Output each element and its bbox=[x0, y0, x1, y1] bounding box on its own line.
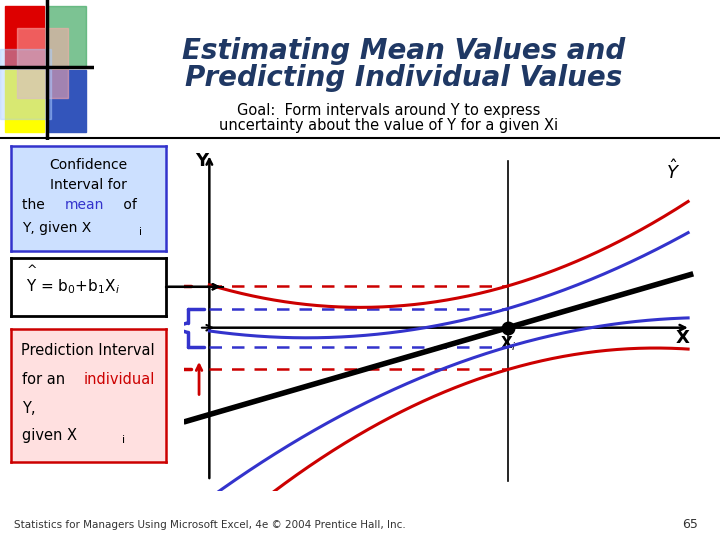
Bar bbox=[47, 5, 86, 68]
Bar bbox=[0, 49, 52, 119]
Text: individual: individual bbox=[84, 372, 155, 387]
Bar bbox=[5, 5, 44, 68]
Bar bbox=[5, 70, 44, 132]
Text: Confidence: Confidence bbox=[49, 158, 127, 172]
Text: Y,: Y, bbox=[22, 401, 35, 416]
Text: given X: given X bbox=[22, 428, 76, 443]
Text: 65: 65 bbox=[683, 518, 698, 531]
Text: $\hat{Y}$: $\hat{Y}$ bbox=[665, 159, 680, 183]
Text: Y = b$_0$+b$_1$X$_i$: Y = b$_0$+b$_1$X$_i$ bbox=[26, 278, 120, 296]
Text: uncertainty about the value of Y for a given Xi: uncertainty about the value of Y for a g… bbox=[219, 118, 559, 133]
Text: the: the bbox=[22, 198, 49, 212]
Bar bbox=[47, 70, 86, 132]
Text: Goal:  Form intervals around Y to express: Goal: Form intervals around Y to express bbox=[237, 103, 541, 118]
Text: of: of bbox=[119, 198, 137, 212]
Text: ^: ^ bbox=[26, 264, 37, 277]
Text: Interval for: Interval for bbox=[50, 178, 127, 192]
Text: i: i bbox=[122, 435, 125, 445]
Text: Y: Y bbox=[195, 152, 208, 170]
Text: X$_i$: X$_i$ bbox=[500, 334, 516, 353]
Bar bbox=[17, 28, 68, 98]
Text: X: X bbox=[676, 329, 690, 347]
Text: Estimating Mean Values and: Estimating Mean Values and bbox=[181, 37, 625, 65]
Text: for an: for an bbox=[22, 372, 69, 387]
Text: i: i bbox=[139, 227, 143, 237]
Text: mean: mean bbox=[65, 198, 104, 212]
Text: Prediction Interval: Prediction Interval bbox=[22, 343, 155, 358]
Text: Predicting Individual Values: Predicting Individual Values bbox=[184, 64, 622, 92]
Text: Statistics for Managers Using Microsoft Excel, 4e © 2004 Prentice Hall, Inc.: Statistics for Managers Using Microsoft … bbox=[14, 520, 406, 530]
Text: Y, given X: Y, given X bbox=[22, 221, 91, 235]
